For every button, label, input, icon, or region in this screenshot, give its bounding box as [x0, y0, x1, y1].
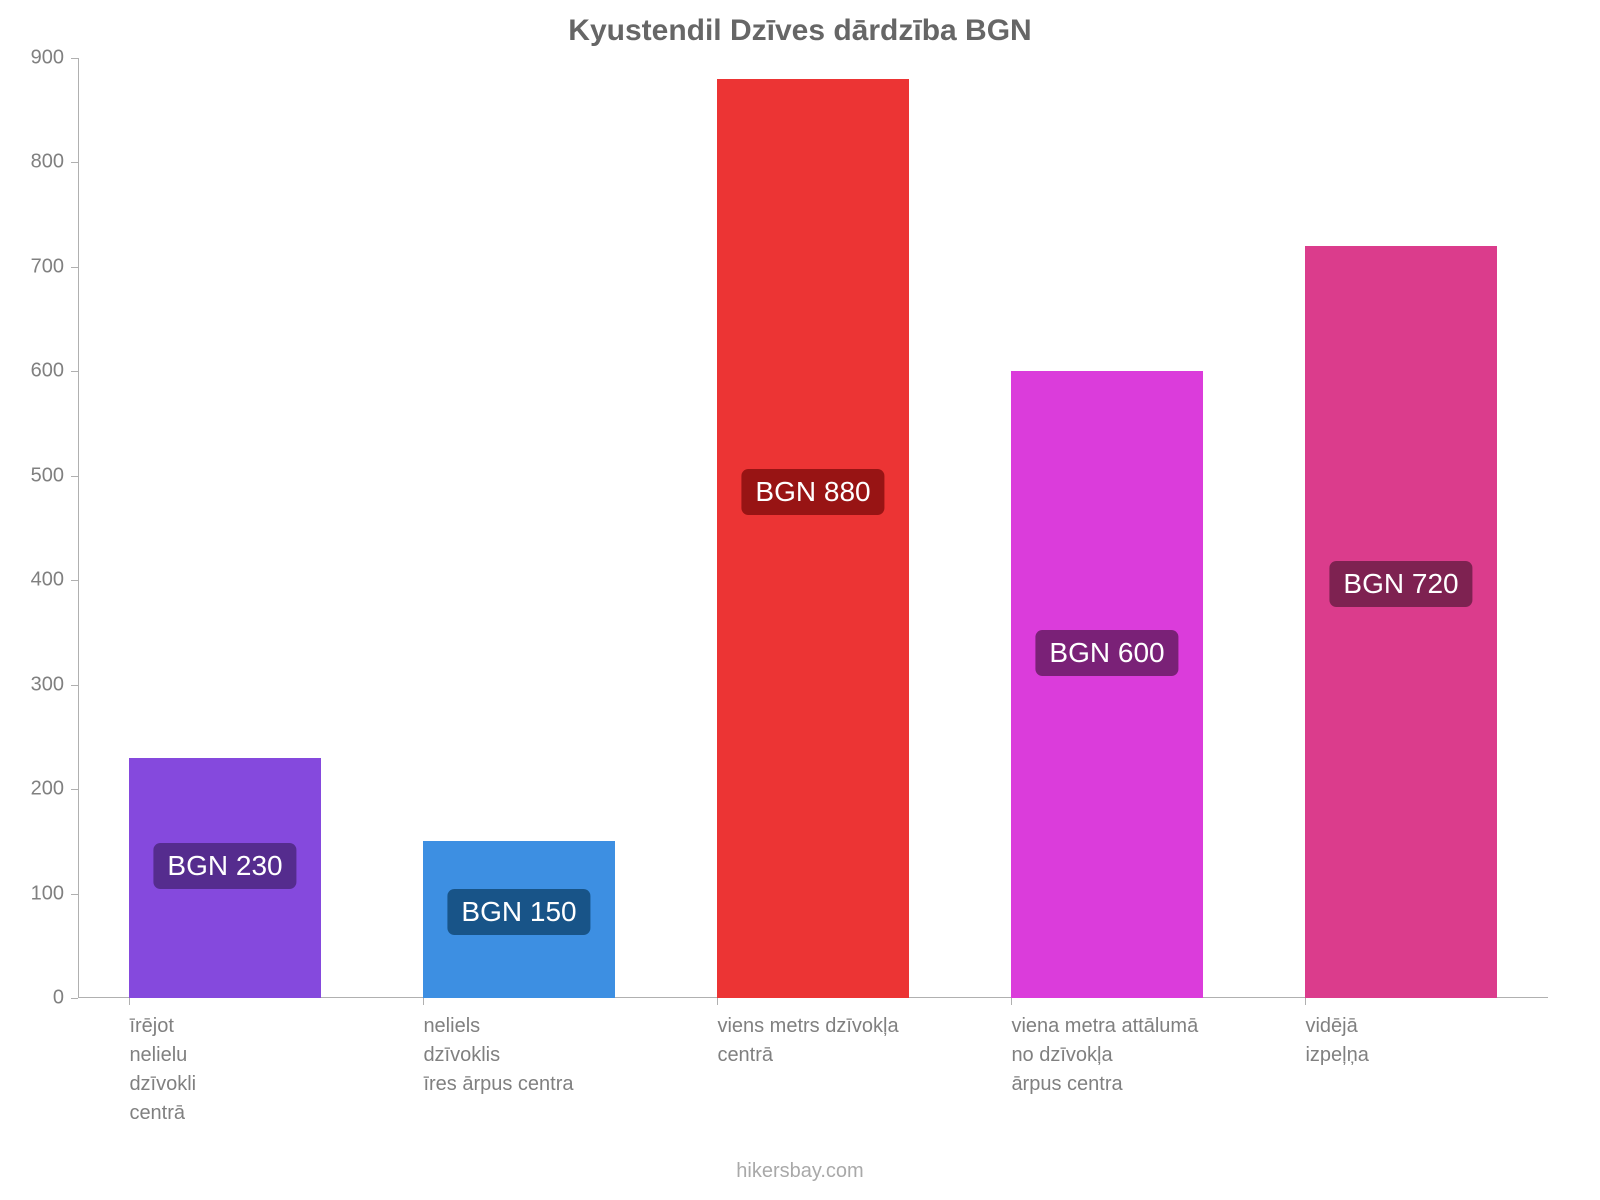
bar-value-label: BGN 880 [741, 469, 884, 515]
y-tick-label: 100 [31, 882, 78, 905]
x-category-label: neliels dzīvoklis īres ārpus centra [423, 998, 573, 1099]
y-tick-label: 400 [31, 569, 78, 592]
y-tick-label: 600 [31, 360, 78, 383]
x-category-label: viens metrs dzīvokļa centrā [717, 998, 898, 1070]
chart-title: Kyustendil Dzīves dārdzība BGN [0, 14, 1600, 48]
x-category-label: vidējā izpeļņa [1305, 998, 1368, 1070]
y-tick-label: 300 [31, 673, 78, 696]
y-tick-label: 800 [31, 151, 78, 174]
bar [717, 79, 908, 998]
y-tick-label: 200 [31, 778, 78, 801]
y-axis [78, 58, 79, 998]
x-category-label: īrējot nelielu dzīvokli centrā [129, 998, 196, 1128]
y-tick-label: 0 [53, 987, 78, 1010]
bar [1011, 371, 1202, 998]
bar [1305, 246, 1496, 998]
bar-value-label: BGN 720 [1329, 561, 1472, 607]
bar-value-label: BGN 150 [447, 889, 590, 935]
chart-footer: hikersbay.com [0, 1160, 1600, 1183]
x-category-label: viena metra attālumā no dzīvokļa ārpus c… [1011, 998, 1198, 1099]
chart-container: Kyustendil Dzīves dārdzība BGN 010020030… [0, 0, 1600, 1200]
y-tick-label: 500 [31, 464, 78, 487]
plot-area: 0100200300400500600700800900BGN 230īrējo… [78, 58, 1548, 998]
bar-value-label: BGN 600 [1035, 630, 1178, 676]
bar-value-label: BGN 230 [153, 843, 296, 889]
y-tick-label: 900 [31, 47, 78, 70]
y-tick-label: 700 [31, 255, 78, 278]
